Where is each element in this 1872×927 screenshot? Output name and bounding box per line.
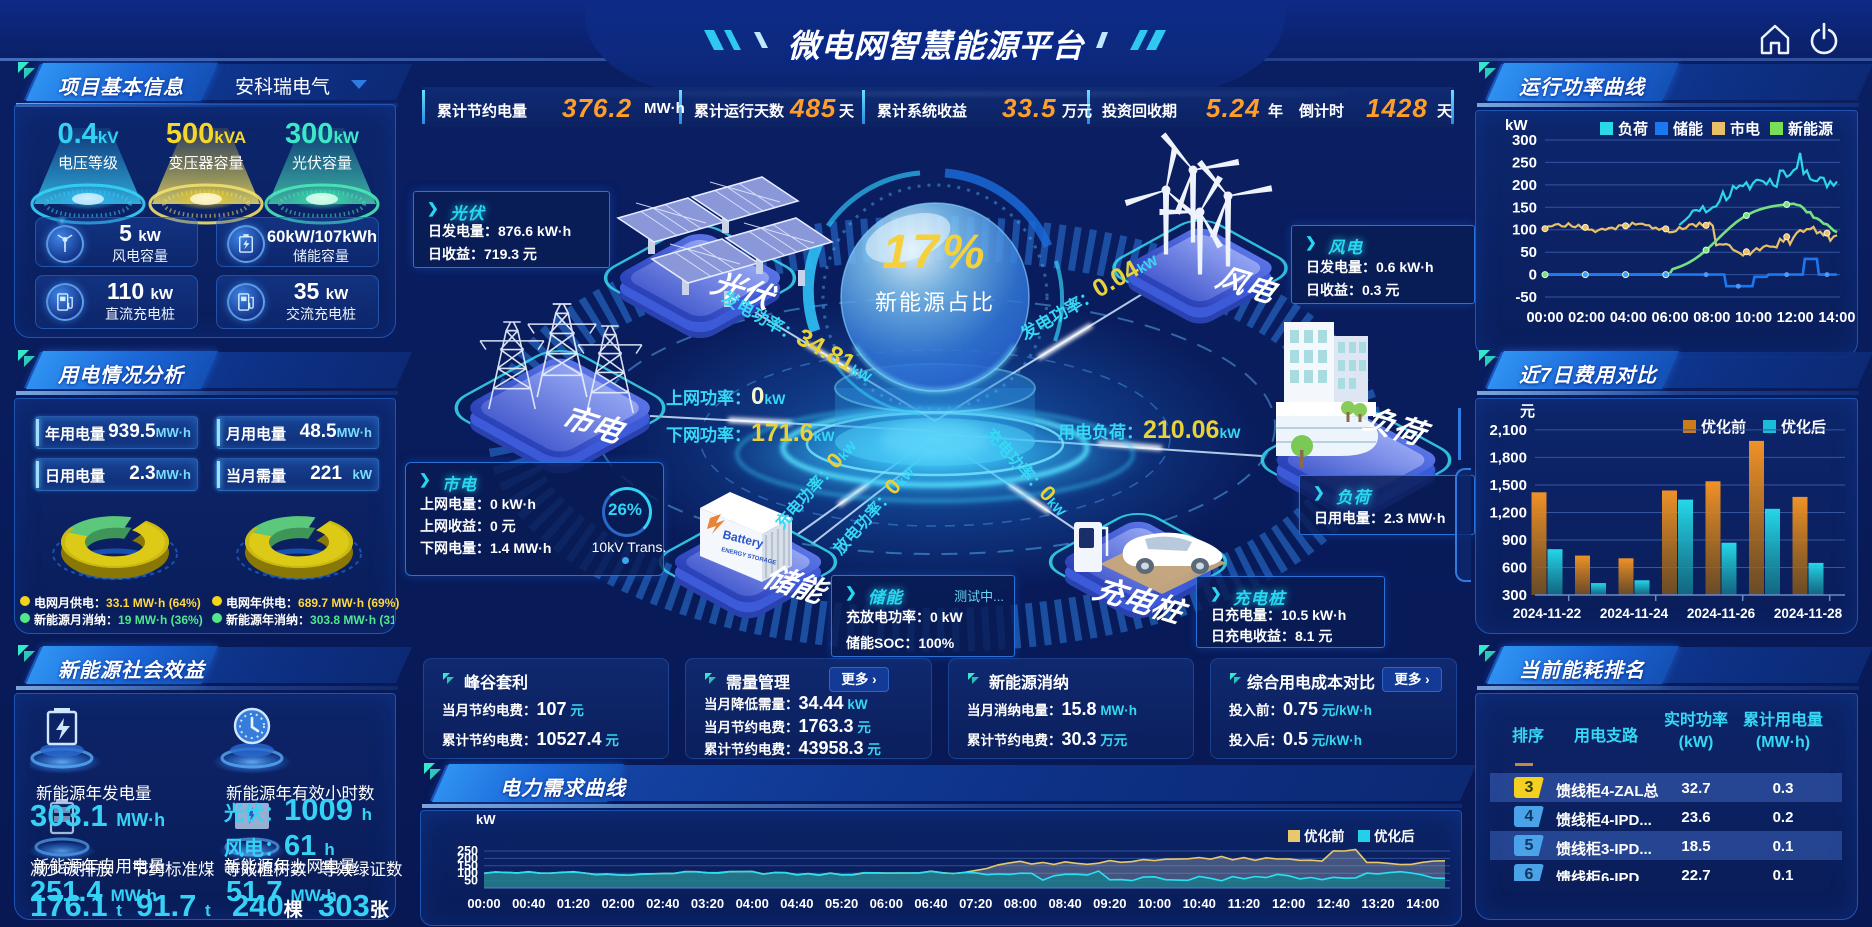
svg-text:2024-11-24: 2024-11-24 <box>1600 606 1669 621</box>
svg-text:09:20: 09:20 <box>1093 896 1126 911</box>
svg-text:10:00: 10:00 <box>1735 310 1772 326</box>
svg-text:2024-11-26: 2024-11-26 <box>1687 606 1756 621</box>
svg-text:kW: kW <box>476 812 496 827</box>
svg-text:600: 600 <box>1502 560 1527 577</box>
svg-text:900: 900 <box>1502 532 1527 549</box>
svg-text:新能源: 新能源 <box>1788 120 1833 138</box>
svg-text:150: 150 <box>457 859 478 873</box>
svg-text:02:40: 02:40 <box>646 896 679 911</box>
svg-text:12:00: 12:00 <box>1777 310 1814 326</box>
svg-text:优化前: 优化前 <box>1701 418 1746 436</box>
svg-text:300: 300 <box>1502 587 1527 604</box>
svg-text:市电: 市电 <box>1730 120 1760 138</box>
svg-text:50: 50 <box>464 874 478 888</box>
svg-text:2,100: 2,100 <box>1489 422 1527 439</box>
svg-text:元: 元 <box>1520 403 1535 420</box>
svg-text:00:00: 00:00 <box>1526 310 1563 326</box>
svg-text:2024-11-28: 2024-11-28 <box>1774 606 1843 621</box>
svg-text:06:00: 06:00 <box>1652 310 1689 326</box>
svg-text:10:40: 10:40 <box>1183 896 1216 911</box>
svg-text:17%: 17% <box>882 226 987 279</box>
svg-text:00:00: 00:00 <box>467 896 500 911</box>
svg-text:12:00: 12:00 <box>1272 896 1305 911</box>
svg-text:01:20: 01:20 <box>557 896 590 911</box>
svg-text:00:40: 00:40 <box>512 896 545 911</box>
svg-text:11:20: 11:20 <box>1228 896 1261 911</box>
svg-text:负荷: 负荷 <box>1618 120 1648 138</box>
svg-text:13:20: 13:20 <box>1361 896 1394 911</box>
svg-text:用电负荷：210.06kW: 用电负荷：210.06kW <box>1058 416 1241 444</box>
svg-text:100: 100 <box>457 866 478 880</box>
svg-text:05:20: 05:20 <box>825 896 858 911</box>
svg-text:12:40: 12:40 <box>1317 896 1350 911</box>
svg-text:优化后: 优化后 <box>1781 418 1826 436</box>
svg-text:03:20: 03:20 <box>691 896 724 911</box>
svg-text:1,800: 1,800 <box>1489 449 1527 466</box>
svg-text:优化前: 优化前 <box>1304 828 1345 844</box>
svg-text:50: 50 <box>1520 244 1537 261</box>
svg-text:1,200: 1,200 <box>1489 505 1527 522</box>
svg-text:kW: kW <box>1505 117 1528 134</box>
svg-text:250: 250 <box>1512 154 1537 171</box>
svg-text:200: 200 <box>1512 177 1537 194</box>
svg-text:14:00: 14:00 <box>1818 310 1855 326</box>
svg-text:300: 300 <box>1512 132 1537 149</box>
svg-text:08:00: 08:00 <box>1693 310 1730 326</box>
svg-text:04:00: 04:00 <box>736 896 769 911</box>
svg-text:-50: -50 <box>1515 289 1537 306</box>
svg-text:02:00: 02:00 <box>601 896 634 911</box>
svg-text:14:00: 14:00 <box>1406 896 1439 911</box>
svg-text:新能源占比: 新能源占比 <box>875 290 995 315</box>
svg-text:07:20: 07:20 <box>959 896 992 911</box>
svg-text:08:40: 08:40 <box>1048 896 1081 911</box>
svg-text:0: 0 <box>1529 267 1537 284</box>
svg-text:04:40: 04:40 <box>780 896 813 911</box>
svg-text:04:00: 04:00 <box>1610 310 1647 326</box>
svg-text:150: 150 <box>1512 199 1537 216</box>
svg-text:优化后: 优化后 <box>1374 828 1415 844</box>
svg-text:2024-11-22: 2024-11-22 <box>1513 606 1581 621</box>
svg-text:02:00: 02:00 <box>1568 310 1605 326</box>
svg-text:06:00: 06:00 <box>870 896 903 911</box>
svg-text:下网功率：171.6kW: 下网功率：171.6kW <box>666 419 835 447</box>
svg-text:250: 250 <box>457 844 478 858</box>
svg-text:200: 200 <box>457 851 478 865</box>
svg-text:储能: 储能 <box>1673 120 1703 138</box>
svg-text:1,500: 1,500 <box>1489 477 1527 494</box>
svg-text:10:00: 10:00 <box>1138 896 1171 911</box>
svg-text:08:00: 08:00 <box>1004 896 1037 911</box>
svg-text:06:40: 06:40 <box>914 896 947 911</box>
svg-text:100: 100 <box>1512 222 1537 239</box>
